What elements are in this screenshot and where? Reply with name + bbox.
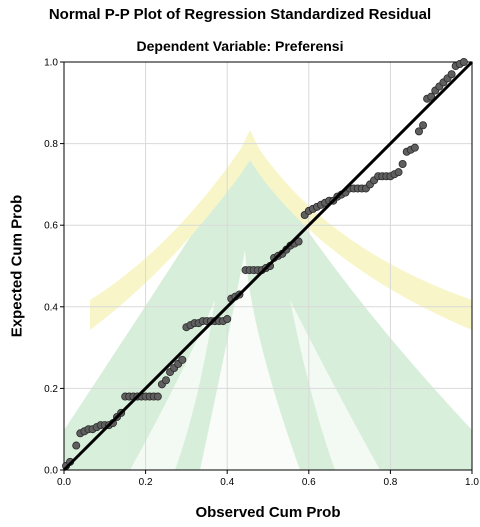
data-point bbox=[459, 58, 468, 67]
data-point bbox=[394, 168, 403, 177]
chart-title: Normal P-P Plot of Regression Standardiz… bbox=[48, 6, 432, 23]
data-point bbox=[427, 92, 436, 101]
watermark-emblem bbox=[64, 130, 472, 470]
x-axis-label: Observed Cum Prob bbox=[195, 504, 341, 521]
y-tick-label: 0.2 bbox=[44, 384, 58, 395]
data-point bbox=[178, 355, 187, 364]
data-point bbox=[72, 441, 81, 450]
x-tick-label: 0.4 bbox=[220, 477, 234, 488]
y-tick-label: 0.4 bbox=[44, 302, 58, 313]
data-point bbox=[161, 376, 170, 385]
data-point bbox=[419, 121, 428, 130]
data-point bbox=[447, 70, 456, 79]
x-tick-label: 0.6 bbox=[302, 477, 316, 488]
data-point bbox=[223, 315, 232, 324]
data-point bbox=[410, 143, 419, 152]
y-tick-label: 1.0 bbox=[44, 58, 58, 69]
x-tick-label: 0.0 bbox=[57, 477, 71, 488]
y-tick-label: 0.0 bbox=[44, 466, 58, 477]
reference-line bbox=[62, 60, 474, 472]
data-point bbox=[414, 127, 423, 136]
data-point bbox=[153, 392, 162, 401]
x-tick-label: 0.2 bbox=[139, 477, 153, 488]
data-point bbox=[294, 237, 303, 246]
plot-frame bbox=[63, 61, 473, 471]
x-tick-label: 0.8 bbox=[383, 477, 397, 488]
y-axis-label: Expected Cum Prob bbox=[8, 194, 26, 338]
data-point bbox=[398, 159, 407, 168]
x-tick-label: 1.0 bbox=[465, 477, 479, 488]
y-tick-label: 0.6 bbox=[44, 221, 58, 232]
y-tick-label: 0.8 bbox=[44, 139, 58, 150]
chart-subtitle: Dependent Variable: Preferensi bbox=[136, 38, 344, 54]
